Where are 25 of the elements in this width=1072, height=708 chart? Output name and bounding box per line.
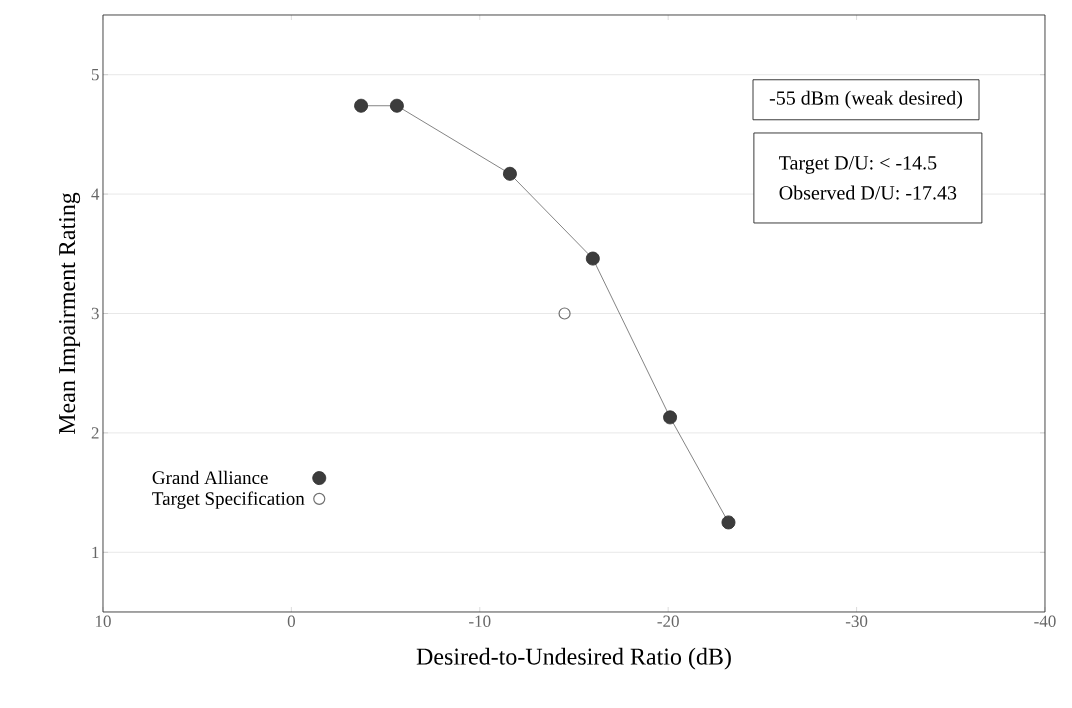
x-axis-title: Desired-to-Undesired Ratio (dB) — [416, 647, 731, 670]
point — [721, 515, 736, 530]
point — [585, 251, 600, 266]
y-tick-label: 5 — [91, 69, 99, 81]
y-tick-label: 2 — [91, 427, 99, 439]
y-tick-label: 3 — [91, 307, 99, 320]
point — [558, 307, 571, 320]
point — [389, 98, 404, 113]
point — [502, 166, 517, 181]
y-axis-title: Mean Impairment Rating — [59, 192, 81, 435]
point — [663, 410, 678, 425]
x-tick-label: -10 — [469, 615, 491, 627]
x-tick-label: -40 — [1034, 615, 1056, 627]
x-tick-label: 10 — [95, 615, 111, 627]
legend-label: Grand Alliance — [152, 470, 268, 485]
annotation: -55 dBm (weak desired) — [769, 90, 963, 109]
y-tick-label: 4 — [91, 188, 100, 200]
annotation: Observed D/U: -17.43 — [779, 185, 957, 200]
x-tick-label: -30 — [845, 615, 868, 627]
x-tick-label: -20 — [657, 615, 679, 627]
x-tick-label: 0 — [287, 615, 295, 627]
point — [354, 98, 369, 113]
y-tick-label: 1 — [92, 546, 99, 558]
legend-label: Target Specification — [152, 491, 305, 509]
annotation: Target D/U: < -14.5 — [779, 156, 937, 174]
